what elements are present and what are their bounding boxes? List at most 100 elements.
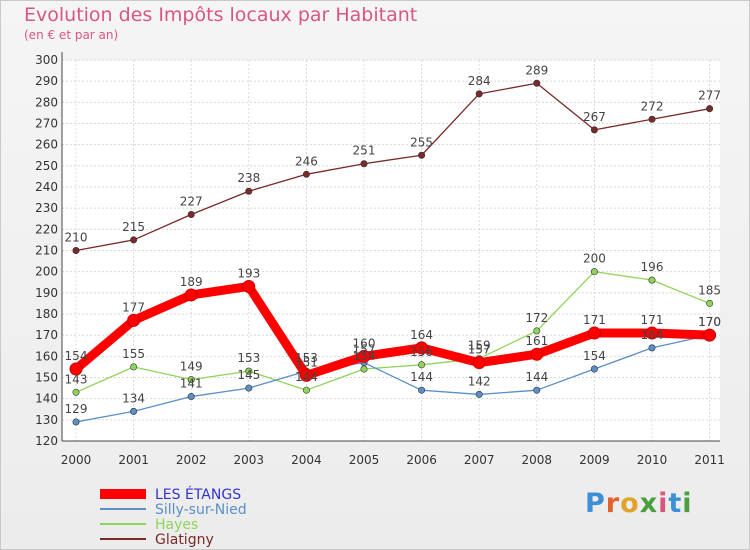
data-label: 255	[410, 135, 433, 149]
data-label: 144	[295, 370, 318, 384]
data-label: 172	[525, 311, 548, 325]
data-point	[360, 365, 368, 373]
data-label: 193	[237, 266, 260, 280]
data-label: 155	[122, 347, 145, 361]
data-label: 159	[468, 338, 491, 352]
data-point	[299, 368, 313, 382]
y-tick-label: 150	[35, 371, 58, 385]
data-point	[187, 211, 195, 219]
data-label: 215	[122, 220, 145, 234]
y-tick-label: 260	[35, 138, 58, 152]
data-label: 238	[237, 171, 260, 185]
y-tick-label: 220	[35, 222, 58, 236]
data-label: 177	[122, 300, 145, 314]
data-label: 171	[583, 313, 606, 327]
data-point	[475, 90, 483, 98]
data-point	[187, 376, 195, 384]
x-tick-label: 2008	[522, 453, 553, 467]
data-label: 153	[295, 351, 318, 365]
data-label: 143	[65, 372, 88, 386]
data-point	[72, 247, 80, 255]
data-label: 277	[698, 89, 721, 103]
logo-letter: t	[668, 488, 683, 519]
data-point	[533, 79, 541, 87]
data-label: 149	[180, 360, 203, 374]
y-tick-label: 130	[35, 413, 58, 427]
data-point	[533, 327, 541, 335]
data-point	[130, 407, 138, 415]
logo-letter: o	[620, 488, 640, 519]
x-tick-label: 2002	[176, 453, 207, 467]
data-label: 141	[180, 377, 203, 391]
x-tick-label: 2000	[61, 453, 92, 467]
data-label: 289	[525, 63, 548, 77]
data-point	[703, 328, 717, 342]
proxiti-logo: Proxiti	[585, 488, 693, 519]
data-label: 272	[641, 99, 664, 113]
data-point	[590, 365, 598, 373]
data-label: 171	[641, 313, 664, 327]
logo-letter: r	[605, 488, 621, 519]
data-label: 200	[583, 252, 606, 266]
data-label: 129	[65, 402, 88, 416]
data-point	[187, 393, 195, 401]
data-label: 154	[583, 349, 606, 363]
legend-label: Glatigny	[155, 532, 214, 548]
y-tick-label: 140	[35, 392, 58, 406]
legend-label: Silly-sur-Nied	[155, 502, 247, 518]
y-tick-label: 170	[35, 328, 58, 342]
data-point	[530, 347, 544, 361]
data-label: 145	[237, 368, 260, 382]
data-point	[245, 384, 253, 392]
y-tick-label: 280	[35, 95, 58, 109]
x-tick-label: 2009	[579, 453, 610, 467]
legend-label: LES ÉTANGS	[155, 486, 241, 503]
x-tick-label: 2001	[118, 453, 149, 467]
data-point	[360, 160, 368, 168]
y-tick-label: 230	[35, 201, 58, 215]
data-label: 185	[698, 283, 721, 297]
data-label: 161	[525, 334, 548, 348]
series-line-Glatigny	[75, 82, 711, 252]
data-point	[245, 187, 253, 195]
data-label: 196	[641, 260, 664, 274]
data-point	[590, 126, 598, 134]
data-label: 157	[353, 343, 376, 357]
data-point	[533, 386, 541, 394]
series-line-Silly-sur-Nied	[75, 334, 711, 423]
data-point	[645, 326, 659, 340]
data-label: 144	[525, 370, 548, 384]
data-point	[130, 236, 138, 244]
data-label: 267	[583, 110, 606, 124]
data-point	[587, 326, 601, 340]
x-tick-label: 2005	[349, 453, 380, 467]
y-tick-label: 180	[35, 307, 58, 321]
data-point	[648, 276, 656, 284]
logo-letter: i	[682, 488, 693, 519]
data-label: 246	[295, 154, 318, 168]
data-label: 210	[65, 231, 88, 245]
x-tick-label: 2006	[406, 453, 437, 467]
data-label: 251	[353, 144, 376, 158]
chart-subtitle: (en € et par an)	[24, 28, 119, 42]
y-tick-label: 240	[35, 180, 58, 194]
data-point	[590, 268, 598, 276]
data-label: 284	[468, 74, 491, 88]
data-point	[242, 279, 256, 293]
data-label: 151	[295, 355, 318, 369]
data-point	[302, 386, 310, 394]
data-point	[184, 288, 198, 302]
data-label: 160	[353, 336, 376, 350]
data-point	[72, 388, 80, 396]
data-point	[418, 361, 426, 369]
data-label: 153	[237, 351, 260, 365]
data-point	[127, 313, 141, 327]
y-tick-label: 120	[35, 434, 58, 448]
chart-title: Evolution des Impôts locaux par Habitant	[24, 4, 418, 26]
y-tick-label: 250	[35, 159, 58, 173]
data-point	[706, 299, 714, 307]
y-tick-label: 200	[35, 265, 58, 279]
y-tick-label: 210	[35, 244, 58, 258]
data-label: 144	[410, 370, 433, 384]
